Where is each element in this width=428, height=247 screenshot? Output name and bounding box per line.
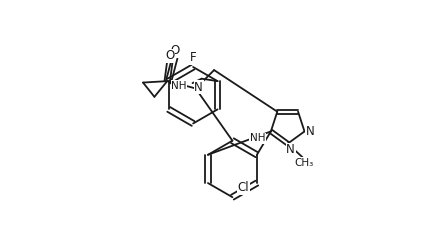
Text: F: F bbox=[190, 51, 196, 64]
Text: NH: NH bbox=[250, 133, 265, 143]
Text: CH₃: CH₃ bbox=[294, 158, 313, 167]
Text: N: N bbox=[306, 125, 314, 138]
Text: Cl: Cl bbox=[238, 182, 249, 194]
Text: N: N bbox=[286, 143, 295, 156]
Text: N: N bbox=[194, 81, 203, 94]
Text: O: O bbox=[165, 49, 174, 62]
Text: O: O bbox=[170, 44, 179, 57]
Text: NH: NH bbox=[171, 81, 187, 91]
